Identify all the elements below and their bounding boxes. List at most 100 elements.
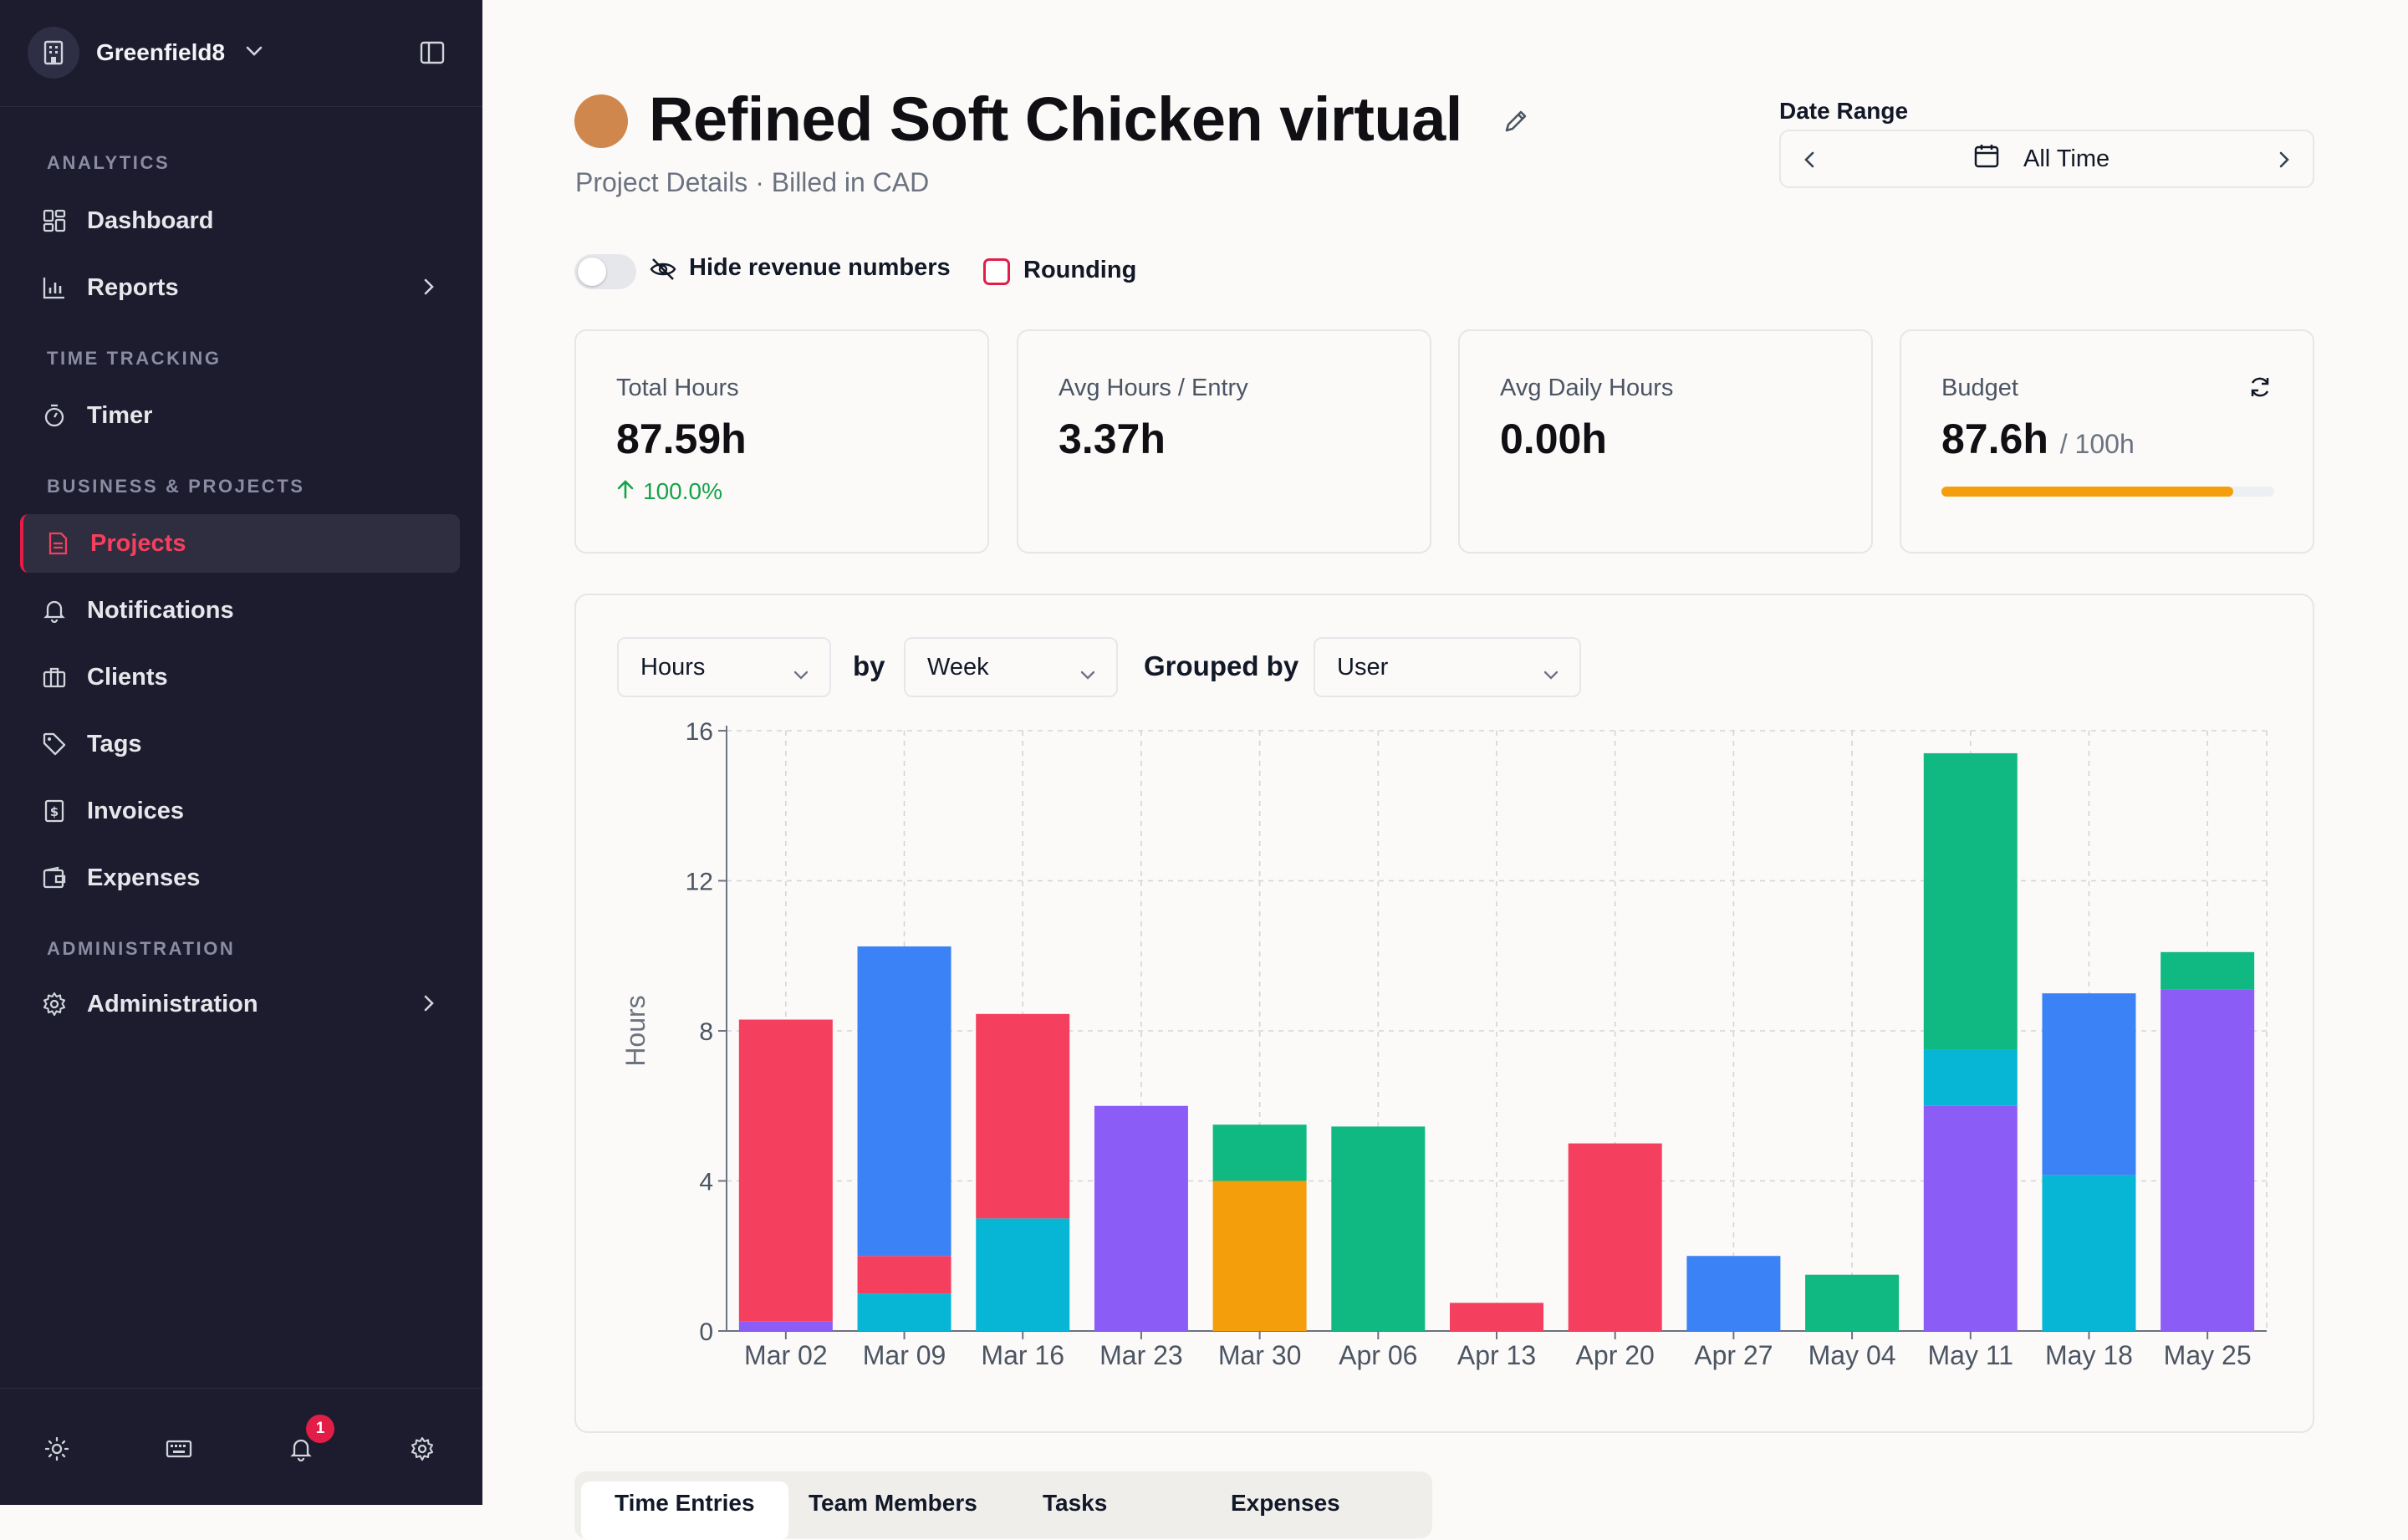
bar-segment (1331, 1126, 1426, 1331)
sun-icon[interactable] (44, 1436, 69, 1466)
document-icon (23, 531, 90, 556)
tab-tasks[interactable]: Tasks (1043, 1490, 1108, 1516)
bar-segment (2042, 1175, 2136, 1331)
stat-label: Avg Hours / Entry (1059, 375, 1248, 401)
notification-badge: 1 (306, 1415, 334, 1443)
stat-label: Avg Daily Hours (1500, 375, 1674, 401)
bar-segment (1212, 1180, 1307, 1331)
date-range-picker[interactable]: All Time (1779, 130, 2314, 188)
gear-icon (20, 992, 87, 1017)
x-tick-label: Mar 16 (981, 1340, 1064, 1370)
sidebar-footer (0, 1388, 482, 1505)
sidebar-toggle-icon[interactable] (420, 40, 445, 69)
bar-segment (1923, 752, 2018, 1050)
section-analytics: ANALYTICS (47, 152, 171, 173)
bar-segment (738, 1321, 833, 1331)
stat-card-avg-hours-entry: Avg Hours / Entry 3.37h (1017, 329, 1431, 553)
stat-trend: 100.0% (616, 478, 722, 505)
rounding-checkbox[interactable] (983, 258, 1010, 285)
stat-card-budget: Budget 87.6h / 100h (1900, 329, 2314, 553)
sidebar-item-administration[interactable]: Administration (20, 975, 460, 1033)
budget-progress (1941, 487, 2274, 497)
bar-segment (1212, 1124, 1307, 1181)
chevron-right-icon (423, 278, 435, 300)
stat-value: 0.00h (1500, 416, 1607, 462)
by-label: by (853, 650, 885, 681)
interval-select[interactable]: Week (904, 637, 1118, 697)
sidebar-item-tags[interactable]: Tags (20, 715, 460, 773)
group-select-value: User (1337, 653, 1389, 681)
sidebar-item-projects[interactable]: Projects (20, 514, 460, 573)
sidebar-item-invoices[interactable]: $ Invoices (20, 782, 460, 840)
page-title: Refined Soft Chicken virtual (649, 84, 1462, 154)
tab-bar: Time Entries Team Members Tasks Expenses (574, 1471, 1432, 1540)
sidebar-item-timer[interactable]: Timer (20, 386, 460, 445)
sidebar: Greenfield8 ANALYTICS Dashboard Reports … (0, 0, 482, 1505)
calendar-icon (1973, 142, 2000, 176)
group-select[interactable]: User (1314, 637, 1581, 697)
stopwatch-icon (20, 403, 87, 428)
stat-card-avg-daily-hours: Avg Daily Hours 0.00h (1458, 329, 1873, 553)
eye-off-icon (649, 256, 677, 287)
hide-revenue-toggle[interactable] (574, 254, 636, 289)
sidebar-item-dashboard[interactable]: Dashboard (20, 191, 460, 250)
chart-card: Hours by Week Grouped by User 0 4 8 12 16 Mar… (574, 594, 2314, 1433)
sidebar-item-label: Projects (90, 529, 186, 557)
date-range-value: All Time (2023, 145, 2110, 172)
stat-label: Budget (1941, 375, 2018, 401)
arrow-up-icon (616, 478, 635, 505)
sidebar-item-label: Timer (87, 401, 153, 429)
sidebar-item-clients[interactable]: Clients (20, 648, 460, 706)
invoice-icon: $ (20, 798, 87, 824)
bell-icon[interactable] (288, 1436, 314, 1466)
x-tick-label: May 04 (1809, 1340, 1896, 1370)
sidebar-item-label: Tags (87, 730, 142, 757)
chevron-right-icon (423, 994, 435, 1017)
bar-segment (1805, 1274, 1900, 1331)
sidebar-item-reports[interactable]: Reports (20, 258, 460, 317)
workspace-switcher[interactable]: Greenfield8 (28, 26, 263, 79)
budget-total: / 100h (2059, 429, 2135, 459)
tab-expenses[interactable]: Expenses (1231, 1490, 1340, 1516)
hide-revenue-label: Hide revenue numbers (689, 254, 951, 281)
bar-segment (857, 946, 951, 1257)
x-tick-label: Mar 23 (1099, 1340, 1183, 1370)
bar-segment (1923, 1049, 2018, 1106)
sidebar-item-label: Reports (87, 273, 179, 301)
wallet-icon (20, 865, 87, 890)
y-tick-label: 8 (699, 1018, 713, 1046)
bar-segment (857, 1256, 951, 1294)
toggle-knob (578, 258, 606, 286)
tag-icon (20, 732, 87, 757)
bar-segment (1094, 1105, 1188, 1331)
bar-segment (1450, 1303, 1543, 1331)
metric-select[interactable]: Hours (617, 637, 831, 697)
sidebar-item-expenses[interactable]: Expenses (20, 849, 460, 907)
bar-segment (2161, 951, 2255, 990)
tab-time-entries[interactable]: Time Entries (581, 1481, 788, 1540)
chevron-down-icon (1079, 660, 1096, 688)
sidebar-item-label: Expenses (87, 864, 201, 891)
x-tick-label: Apr 13 (1457, 1340, 1536, 1370)
chevron-right-icon[interactable] (2276, 150, 2293, 174)
chevron-left-icon[interactable] (1801, 150, 1818, 174)
pencil-icon[interactable] (1502, 107, 1530, 140)
keyboard-icon[interactable] (166, 1436, 192, 1466)
refresh-icon[interactable] (2247, 375, 2273, 404)
svg-text:$: $ (50, 804, 59, 819)
chevron-down-icon (793, 660, 809, 688)
tab-team-members[interactable]: Team Members (809, 1490, 977, 1516)
chevron-down-icon (245, 45, 263, 61)
dashboard-icon (20, 208, 87, 233)
sidebar-item-notifications[interactable]: Notifications (20, 581, 460, 640)
building-icon (28, 27, 79, 79)
gear-icon[interactable] (410, 1436, 435, 1466)
y-tick-label: 4 (699, 1169, 713, 1196)
bar-segment (1568, 1143, 1662, 1331)
bar-segment (2161, 989, 2255, 1331)
bar-segment (976, 1013, 1070, 1219)
section-administration: ADMINISTRATION (47, 938, 236, 959)
y-tick-label: 12 (686, 869, 713, 896)
x-tick-label: May 11 (1927, 1340, 2013, 1370)
stat-value: 3.37h (1059, 416, 1166, 462)
